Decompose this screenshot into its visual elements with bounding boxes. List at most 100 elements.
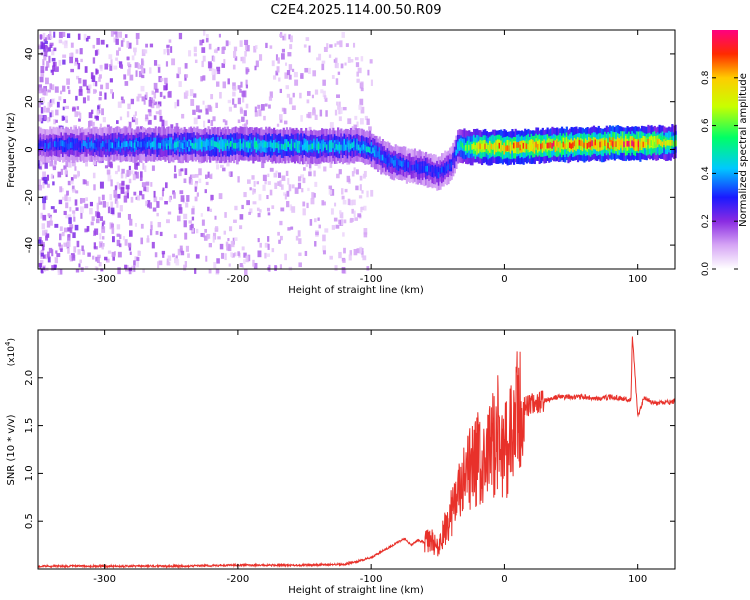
- spectrogram-noise-cell: [357, 67, 362, 74]
- spectrogram-noise-cell: [148, 202, 152, 209]
- spectrogram-ridge-cell: [640, 140, 644, 147]
- spectrogram-ridge-cell: [468, 144, 471, 151]
- spectrogram-noise-cell: [358, 104, 362, 110]
- spectrogram-noise-cell: [62, 106, 65, 111]
- spectrogram-noise-cell: [277, 181, 280, 186]
- spectrogram-noise-cell: [163, 95, 166, 99]
- spectrogram-noise-cell: [135, 171, 139, 179]
- spectrogram-noise-cell: [285, 62, 288, 66]
- colorbar-label: Normalized spectral amplitude: [738, 73, 749, 227]
- spectrogram-ridge-cell: [201, 141, 204, 148]
- spectrogram-noise-cell: [180, 195, 185, 202]
- spectrogram-noise-cell: [116, 50, 120, 56]
- spectrogram-ridge-cell: [455, 149, 458, 156]
- spectrogram-noise-cell: [239, 40, 243, 47]
- spectrogram-noise-cell: [51, 98, 56, 105]
- spectrogram-ridge-cell: [188, 141, 191, 147]
- spectrogram-noise-cell: [96, 110, 100, 114]
- spectrogram-noise-cell: [326, 43, 329, 49]
- spectrogram-noise-cell: [96, 212, 100, 219]
- spectrogram-ridge-cell: [584, 139, 588, 146]
- spectrogram-noise-cell: [181, 113, 185, 119]
- spectrogram-ridge-cell: [92, 142, 95, 149]
- spectrogram-noise-cell: [268, 104, 271, 109]
- spectrogram-noise-cell: [179, 245, 183, 252]
- spectrogram-noise-cell: [174, 101, 177, 109]
- spectrogram-noise-cell: [333, 217, 338, 222]
- spectrogram-ridge-cell: [108, 143, 111, 150]
- spectrogram-noise-cell: [120, 40, 124, 47]
- spectrogram-noise-cell: [102, 220, 106, 225]
- spectrogram-noise-cell: [62, 196, 65, 200]
- spectrogram-noise-cell: [137, 63, 140, 70]
- spectrogram-ridge-cell: [543, 142, 546, 149]
- spectrogram-ridge-cell: [303, 143, 306, 150]
- spectrogram-noise-cell: [133, 114, 136, 120]
- spectrogram-noise-cell: [74, 199, 78, 206]
- spectrogram-ridge-cell: [199, 143, 202, 150]
- spectrogram-noise-cell: [107, 159, 110, 167]
- spectrogram-noise-cell: [90, 221, 94, 226]
- spectrogram-ridge-layer: [38, 124, 677, 191]
- spectrogram-noise-cell: [64, 194, 68, 202]
- spectrogram-ridge-cell: [409, 161, 412, 168]
- spectrogram-ridge-cell: [321, 142, 324, 149]
- spectrogram-ridge-cell: [351, 142, 354, 149]
- spectrogram-noise-cell: [279, 119, 283, 123]
- spectrogram-noise-cell: [52, 181, 55, 186]
- spectrogram-noise-cell: [116, 201, 119, 208]
- spectrogram-ridge-cell: [517, 142, 520, 155]
- spectrogram-noise-cell: [239, 88, 242, 93]
- spectrogram-noise-cell: [239, 225, 243, 230]
- spectrogram-ridge-cell: [394, 159, 397, 166]
- spectrogram-ridge-cell: [538, 141, 541, 148]
- spectrogram-noise-cell: [81, 245, 84, 252]
- spectrogram-noise-cell: [236, 157, 239, 165]
- spectrogram-ridge-cell: [332, 142, 335, 149]
- spectrogram-noise-cell: [121, 168, 125, 174]
- spectrogram-noise-cell: [140, 85, 145, 92]
- spectrogram-noise-cell: [38, 45, 41, 50]
- spectrogram-noise-cell: [96, 256, 100, 264]
- spectrogram-noise-cell: [74, 61, 77, 66]
- spectrogram-ridge-cell: [391, 157, 394, 164]
- spectrogram-noise-cell: [291, 184, 295, 189]
- spectrogram-noise-cell: [153, 91, 157, 99]
- spectrogram-ridge-cell: [551, 143, 554, 149]
- spectrogram-noise-cell: [194, 196, 198, 202]
- spectrogram-ridge-cell: [460, 141, 463, 147]
- spectrogram-ridge-cell: [429, 166, 432, 172]
- spectrogram-noise-cell: [153, 190, 156, 198]
- spectrogram-noise-cell: [346, 175, 351, 183]
- spectrogram-noise-cell: [251, 175, 255, 180]
- spectrogram-noise-cell: [306, 202, 309, 209]
- spectrogram-noise-cell: [335, 78, 339, 85]
- spectrogram-noise-cell: [205, 181, 209, 186]
- spectrogram-ridge-cell: [244, 141, 247, 148]
- spectrogram-noise-cell: [281, 53, 285, 60]
- spectrogram-noise-cell: [55, 109, 59, 116]
- spectrogram-noise-cell: [55, 119, 58, 123]
- spectrogram-noise-cell: [199, 39, 203, 46]
- spectrogram-noise-cell: [76, 240, 80, 248]
- spectrogram-noise-cell: [279, 264, 283, 270]
- spectrogram-ridge-cell: [624, 139, 628, 145]
- spectrogram-noise-cell: [52, 61, 56, 67]
- spectrogram-noise-cell: [343, 247, 346, 254]
- spectrogram-noise-cell: [342, 258, 346, 263]
- spectrogram-noise-cell: [291, 105, 296, 110]
- spectrogram-noise-cell: [86, 85, 90, 90]
- spectrogram-ridge-cell: [397, 158, 401, 171]
- spectrogram-noise-cell: [143, 49, 148, 54]
- spectrogram-noise-cell: [341, 195, 345, 200]
- spectrogram-ridge-cell: [124, 141, 127, 148]
- spectrogram-noise-cell: [45, 77, 49, 85]
- spectrogram-noise-cell: [287, 52, 292, 57]
- spectrogram-noise-cell: [69, 206, 72, 212]
- spectrogram-noise-cell: [266, 253, 271, 257]
- spectrogram-noise-cell: [234, 205, 238, 211]
- spectrogram-noise-cell: [295, 235, 299, 241]
- spectrogram-ridge-cell: [474, 145, 477, 151]
- spectrogram-noise-cell: [86, 87, 91, 94]
